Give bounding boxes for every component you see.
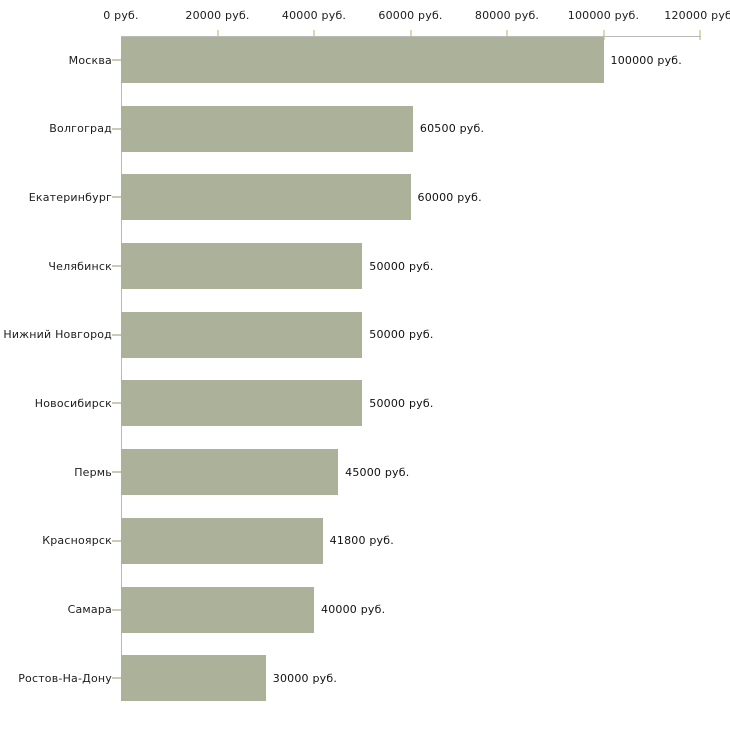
x-tick-label: 0 руб.: [103, 9, 139, 22]
category-label: Красноярск: [42, 534, 112, 548]
value-label: 50000 руб.: [369, 396, 434, 410]
y-axis-line: [121, 36, 122, 701]
y-tick-mark: [112, 333, 121, 336]
value-label: 40000 руб.: [321, 603, 386, 616]
x-tick-label: 100000 руб.: [567, 9, 640, 22]
category-label: Москва: [68, 53, 112, 67]
value-label: 50000 руб.: [369, 259, 434, 273]
x-tick-mark: [409, 30, 412, 40]
bar-row: Новосибирск 50000 руб.: [0, 380, 730, 448]
bar: [121, 174, 411, 221]
x-tick-label: 40000 руб.: [281, 9, 347, 22]
category-label: Екатеринбург: [28, 190, 112, 204]
y-tick-mark: [112, 127, 121, 130]
y-tick-mark: [112, 59, 121, 61]
bar-row: Самара 40000 руб.: [0, 586, 730, 655]
bar-rows: Москва 100000 руб. Волгоград 60500 руб.: [0, 36, 730, 723]
value-label: 41800 руб.: [329, 534, 394, 548]
value-label: 60000 руб.: [417, 190, 482, 204]
category-label: Пермь: [74, 465, 112, 479]
bar: [121, 655, 266, 702]
category-label: Ростов-На-Дону: [18, 671, 112, 685]
bar-row: Ростов-На-Дону 30000 руб.: [0, 655, 730, 723]
y-tick-mark: [112, 539, 121, 542]
bar: [121, 311, 363, 358]
bar: [121, 37, 604, 83]
y-tick-mark: [112, 608, 121, 611]
bar-row: Волгоград 60500 руб.: [0, 105, 730, 174]
y-tick-mark: [112, 471, 121, 474]
x-axis-tick-labels: 0 руб. 20000 руб. 40000 руб. 60000 руб. …: [103, 9, 730, 23]
x-tick-mark: [602, 30, 605, 40]
bar: [121, 586, 314, 633]
x-tick-mark: [216, 30, 219, 40]
x-tick-mark: [506, 30, 508, 40]
bar: [121, 105, 413, 152]
category-label: Новосибирск: [34, 396, 112, 410]
y-tick-mark: [112, 265, 121, 268]
value-label: 50000 руб.: [369, 328, 434, 342]
y-tick-mark: [112, 402, 121, 405]
value-label: 60500 руб.: [419, 122, 485, 136]
bar-row: Москва 100000 руб.: [0, 37, 730, 105]
bar: [121, 449, 339, 496]
x-tick-mark: [699, 30, 701, 40]
bar-row: Екатеринбург 60000 руб.: [0, 174, 730, 242]
x-axis-tick-marks: [121, 30, 701, 40]
bar-row: Красноярск 41800 руб.: [0, 517, 730, 586]
y-tick-mark: [112, 196, 121, 199]
x-tick-label: 80000 руб.: [474, 9, 540, 22]
bar-row: Челябинск 50000 руб.: [0, 243, 730, 311]
x-tick-label: 20000 руб.: [185, 9, 250, 22]
value-label: 30000 руб.: [272, 671, 338, 685]
value-label: 100000 руб.: [610, 53, 682, 67]
category-label: Челябинск: [48, 259, 112, 273]
category-label: Нижний Новгород: [3, 328, 112, 342]
x-tick-label: 60000 руб.: [378, 9, 443, 22]
bar: [121, 517, 323, 564]
category-label: Самара: [67, 603, 112, 616]
bar: [121, 380, 363, 427]
bar-row: Нижний Новгород 50000 руб.: [0, 311, 730, 380]
x-axis-line: [121, 36, 701, 37]
x-tick-mark: [313, 30, 315, 40]
value-label: 45000 руб.: [345, 465, 410, 479]
y-tick-mark: [112, 677, 121, 680]
bar: [121, 243, 363, 290]
category-label: Волгоград: [49, 122, 112, 136]
x-tick-label: 120000 руб.: [664, 9, 730, 22]
bar-row: Пермь 45000 руб.: [0, 449, 730, 517]
